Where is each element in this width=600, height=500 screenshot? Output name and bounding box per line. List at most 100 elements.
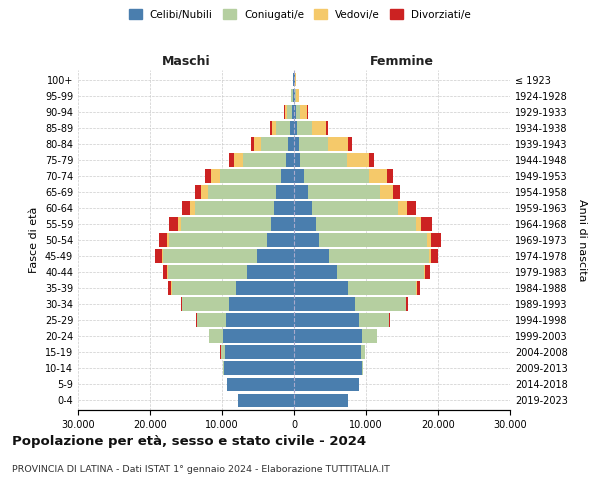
Bar xyxy=(226,314,294,327)
Bar xyxy=(300,105,307,118)
Bar xyxy=(417,282,420,295)
Bar xyxy=(261,137,288,150)
Bar xyxy=(293,89,294,102)
Bar xyxy=(243,153,286,166)
Bar xyxy=(257,249,294,263)
Bar xyxy=(394,185,400,198)
Text: Femmine: Femmine xyxy=(370,56,434,68)
Bar xyxy=(281,169,294,182)
Bar xyxy=(266,233,294,247)
Bar xyxy=(294,153,301,166)
Bar xyxy=(155,249,162,263)
Bar xyxy=(294,249,329,263)
Bar xyxy=(182,201,190,214)
Bar xyxy=(326,121,328,134)
Bar xyxy=(272,121,276,134)
Bar xyxy=(286,153,294,166)
Bar xyxy=(348,137,352,150)
Bar xyxy=(229,298,294,311)
Bar xyxy=(355,298,406,311)
Bar xyxy=(158,233,167,247)
Bar xyxy=(270,121,272,134)
Bar xyxy=(347,153,369,166)
Bar xyxy=(369,169,387,182)
Bar xyxy=(287,105,292,118)
Bar xyxy=(205,169,211,182)
Bar xyxy=(304,169,369,182)
Bar xyxy=(431,249,439,263)
Bar xyxy=(294,89,295,102)
Bar xyxy=(292,105,294,118)
Bar xyxy=(227,378,294,391)
Bar xyxy=(172,282,236,295)
Bar xyxy=(297,121,311,134)
Bar xyxy=(190,201,194,214)
Text: Maschi: Maschi xyxy=(161,56,211,68)
Bar xyxy=(181,217,271,231)
Bar xyxy=(296,89,299,102)
Bar xyxy=(328,137,348,150)
Bar xyxy=(294,233,319,247)
Bar xyxy=(163,266,167,279)
Bar xyxy=(308,185,380,198)
Bar xyxy=(294,169,304,182)
Bar xyxy=(291,89,292,102)
Bar xyxy=(294,105,296,118)
Bar xyxy=(307,105,308,118)
Bar xyxy=(288,137,294,150)
Bar xyxy=(209,330,223,343)
Bar xyxy=(284,105,287,118)
Bar xyxy=(294,121,297,134)
Bar xyxy=(292,89,293,102)
Bar xyxy=(421,217,432,231)
Bar xyxy=(380,185,394,198)
Bar xyxy=(169,217,178,231)
Bar xyxy=(295,73,296,86)
Bar xyxy=(398,201,407,214)
Bar xyxy=(194,201,274,214)
Bar xyxy=(407,201,416,214)
Bar xyxy=(167,266,168,279)
Bar xyxy=(208,185,276,198)
Bar xyxy=(238,394,294,407)
Bar xyxy=(169,282,171,295)
Bar xyxy=(236,282,294,295)
Bar xyxy=(294,201,312,214)
Bar xyxy=(362,330,377,343)
Bar xyxy=(223,330,294,343)
Bar xyxy=(431,233,441,247)
Bar xyxy=(295,89,296,102)
Bar xyxy=(178,217,181,231)
Bar xyxy=(337,266,424,279)
Bar xyxy=(201,185,208,198)
Bar xyxy=(290,121,294,134)
Bar xyxy=(424,266,425,279)
Bar xyxy=(294,298,355,311)
Bar xyxy=(296,105,300,118)
Bar xyxy=(430,249,431,263)
Bar xyxy=(294,394,348,407)
Bar xyxy=(359,314,389,327)
Bar xyxy=(361,346,365,359)
Bar xyxy=(167,233,169,247)
Bar xyxy=(294,217,316,231)
Bar xyxy=(197,314,226,327)
Bar xyxy=(162,249,163,263)
Legend: Celibi/Nubili, Coniugati/e, Vedovi/e, Divorziati/e: Celibi/Nubili, Coniugati/e, Vedovi/e, Di… xyxy=(125,5,475,24)
Bar xyxy=(294,314,359,327)
Bar xyxy=(329,249,430,263)
Bar xyxy=(294,282,348,295)
Bar xyxy=(299,137,328,150)
Bar xyxy=(425,266,430,279)
Y-axis label: Fasce di età: Fasce di età xyxy=(29,207,39,273)
Bar xyxy=(387,169,394,182)
Bar xyxy=(168,266,247,279)
Bar xyxy=(319,233,427,247)
Bar xyxy=(369,153,374,166)
Bar xyxy=(311,121,326,134)
Text: PROVINCIA DI LATINA - Dati ISTAT 1° gennaio 2024 - Elaborazione TUTTITALIA.IT: PROVINCIA DI LATINA - Dati ISTAT 1° genn… xyxy=(12,465,390,474)
Bar xyxy=(362,362,363,375)
Bar xyxy=(293,73,294,86)
Bar xyxy=(234,153,243,166)
Bar xyxy=(406,298,407,311)
